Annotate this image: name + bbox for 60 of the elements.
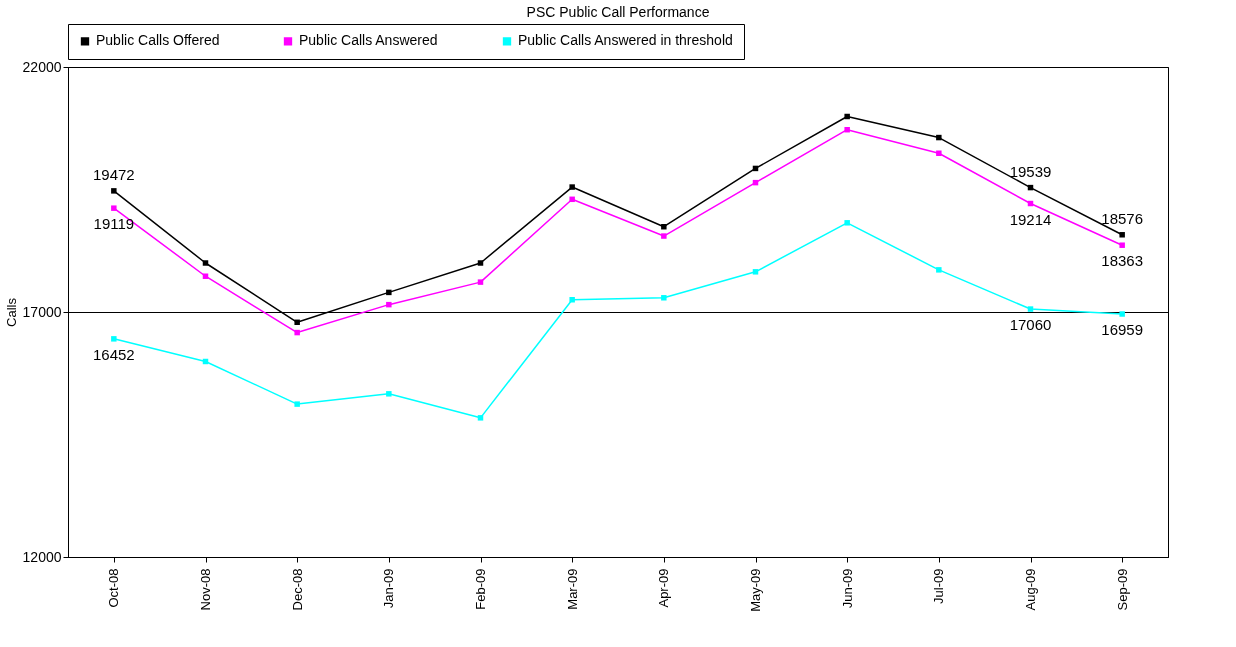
data-label: 17060 [1009,316,1052,334]
x-tick-label: Aug-09 [1023,568,1038,611]
point [936,150,942,156]
data-label: 16452 [92,345,135,363]
point [386,289,392,296]
point [294,401,300,407]
point [661,233,667,239]
point [111,336,117,342]
point [202,260,209,266]
point [202,273,209,279]
data-label: 19472 [92,165,135,183]
point [294,319,300,326]
x-tick-label: Dec-08 [289,568,305,611]
point [1027,306,1034,312]
point [294,329,300,336]
y-axis-title: Calls [3,297,19,327]
x-tick-label: Sep-09 [1114,568,1130,611]
point [844,126,850,133]
point [661,224,667,230]
point [386,391,392,397]
chart-title: PSC Public Call Performance [526,3,710,20]
x-tick-label: Nov-08 [198,568,213,611]
legend-label: Public Calls Answered in threshold [518,32,733,49]
point [661,295,667,301]
x-tick-label: Feb-09 [473,568,488,610]
point [477,279,484,285]
y-tick-label: 12000 [22,548,62,565]
x-tick-label: Jul-09 [931,568,947,604]
point [386,301,392,308]
point [111,188,117,194]
data-label: 19539 [1009,162,1052,180]
data-label: 18576 [1101,209,1144,227]
x-tick-label: Mar-09 [564,568,580,610]
y-tick-label: 17000 [22,303,62,320]
point [752,269,759,275]
legend-label: Public Calls Offered [96,32,220,49]
point [569,297,575,303]
point [1119,232,1125,238]
point [477,260,484,266]
x-tick-label: Apr-09 [656,568,672,608]
x-tick-label: May-09 [748,568,763,612]
x-tick-label: Jun-09 [839,568,855,609]
point [569,184,575,190]
point [1119,242,1125,248]
data-label: 19119 [93,215,135,233]
point [477,415,484,421]
point [111,205,117,211]
data-label: 16959 [1101,321,1144,339]
point [936,134,942,141]
y-tick-label: 22000 [22,58,62,75]
point [844,220,850,226]
x-tick-label: Jan-09 [381,568,397,609]
data-label: 19214 [1009,210,1052,228]
point [1119,311,1125,317]
point [569,196,575,203]
point [844,113,850,120]
data-label: 18363 [1101,252,1144,270]
point [936,267,942,273]
x-tick-label: Oct-08 [106,568,122,608]
legend-label: Public Calls Answered [299,32,438,49]
